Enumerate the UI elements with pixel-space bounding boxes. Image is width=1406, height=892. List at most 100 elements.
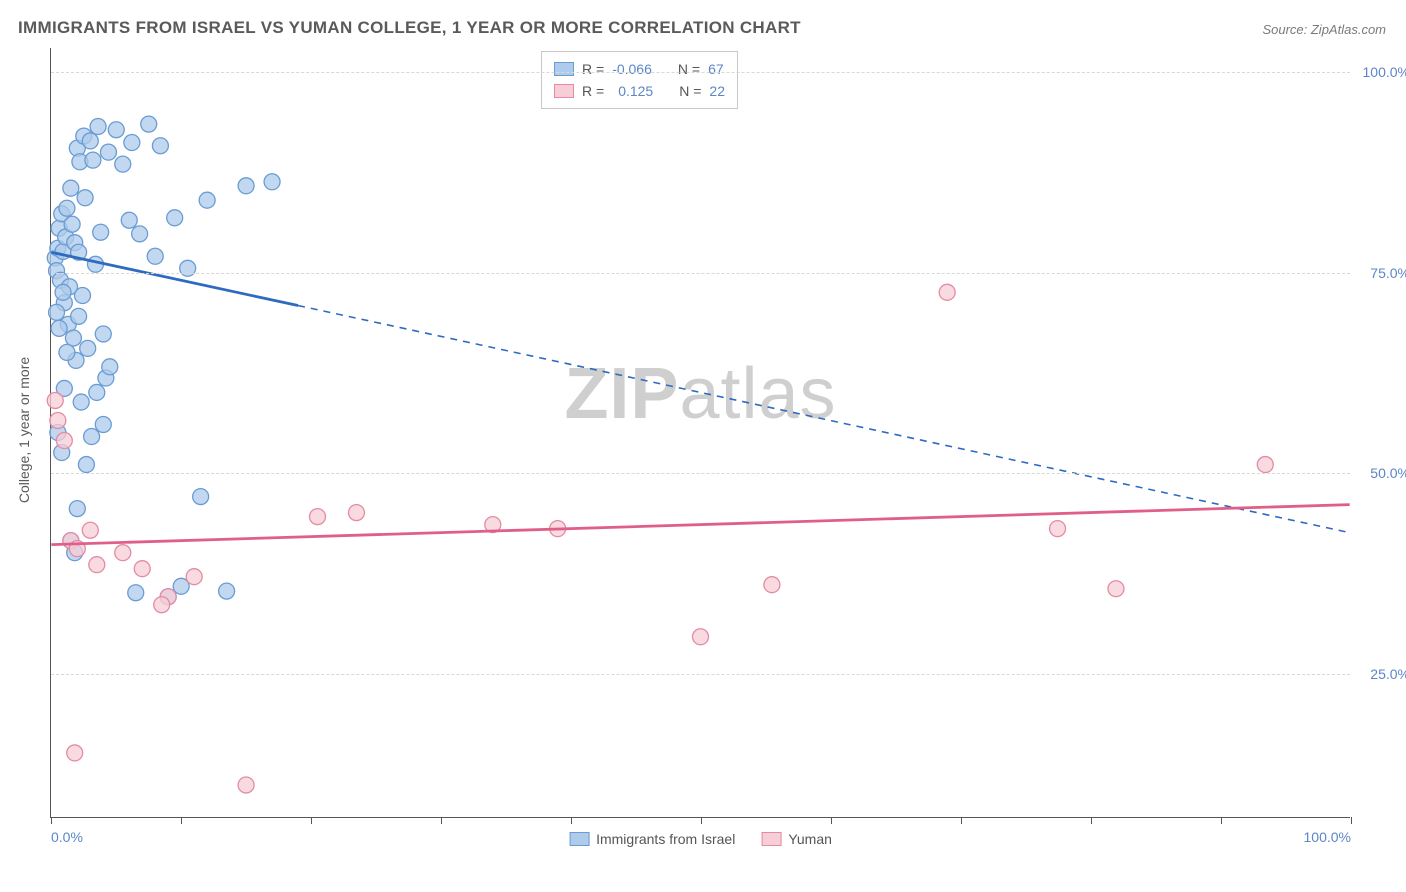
scatter-point [78,457,94,473]
scatter-point [59,200,75,216]
scatter-point [132,226,148,242]
x-tick [181,817,182,824]
stats-legend-row: R = -0.066 N = 67 [554,58,725,80]
scatter-point [1108,581,1124,597]
y-tick-label: 25.0% [1355,666,1406,682]
x-tick-label: 0.0% [51,829,83,845]
chart-title: IMMIGRANTS FROM ISRAEL VS YUMAN COLLEGE,… [18,18,801,38]
scatter-point [310,509,326,525]
n-label: N = [679,83,701,99]
x-tick [961,817,962,824]
x-tick [571,817,572,824]
n-value-1: 22 [709,83,725,99]
scatter-point [1050,521,1066,537]
y-axis-label: College, 1 year or more [16,357,32,503]
y-tick-label: 75.0% [1355,265,1406,281]
stats-legend: R = -0.066 N = 67 R = 0.125 N = 22 [541,51,738,109]
y-tick-label: 50.0% [1355,465,1406,481]
scatter-point [134,561,150,577]
gridline [51,473,1350,474]
swatch-series-0 [554,62,574,76]
scatter-point [93,224,109,240]
scatter-point [67,745,83,761]
scatter-point [69,501,85,517]
scatter-point [73,394,89,410]
scatter-point [102,359,118,375]
scatter-point [59,344,75,360]
x-tick-label: 100.0% [1304,829,1351,845]
x-tick [831,817,832,824]
swatch-series-1 [761,832,781,846]
trend-line-dashed [298,306,1350,533]
x-tick [441,817,442,824]
scatter-point [219,583,235,599]
x-tick [701,817,702,824]
scatter-point [115,156,131,172]
scatter-point [186,569,202,585]
series-legend-label: Immigrants from Israel [596,831,735,847]
scatter-point [124,135,140,151]
scatter-point [95,326,111,342]
scatter-point [147,248,163,264]
gridline [51,674,1350,675]
scatter-point [84,429,100,445]
series-legend-item: Immigrants from Israel [569,831,735,847]
x-tick [1221,817,1222,824]
scatter-point [199,192,215,208]
scatter-point [693,629,709,645]
r-label: R = [582,83,604,99]
gridline [51,273,1350,274]
n-label: N = [678,61,700,77]
x-tick [1351,817,1352,824]
scatter-point [47,392,63,408]
scatter-point [89,384,105,400]
scatter-point [55,284,71,300]
x-tick [311,817,312,824]
scatter-point [152,138,168,154]
scatter-point [90,119,106,135]
scatter-point [64,216,80,232]
gridline [51,72,1350,73]
scatter-point [348,505,364,521]
scatter-point [1257,457,1273,473]
series-legend-label: Yuman [788,831,832,847]
trend-line-solid [51,505,1349,545]
scatter-point [65,330,81,346]
scatter-point [108,122,124,138]
scatter-point [238,178,254,194]
swatch-series-1 [554,84,574,98]
scatter-point [121,212,137,228]
scatter-point [167,210,183,226]
scatter-point [180,260,196,276]
series-legend: Immigrants from Israel Yuman [569,831,832,847]
scatter-point [51,320,67,336]
chart-svg [51,48,1350,817]
y-tick-label: 100.0% [1355,64,1406,80]
scatter-point [49,304,65,320]
source-attribution: Source: ZipAtlas.com [1262,22,1386,37]
scatter-point [82,522,98,538]
scatter-point [100,144,116,160]
scatter-point [764,577,780,593]
scatter-point [77,190,93,206]
scatter-point [264,174,280,190]
scatter-point [115,545,131,561]
scatter-point [95,416,111,432]
scatter-point [154,597,170,613]
swatch-series-0 [569,832,589,846]
scatter-point [141,116,157,132]
scatter-point [50,412,66,428]
x-tick [1091,817,1092,824]
r-label: R = [582,61,604,77]
scatter-point [71,308,87,324]
scatter-point [63,180,79,196]
r-value-0: -0.066 [612,61,652,77]
scatter-point [193,489,209,505]
scatter-point [128,585,144,601]
scatter-point [939,284,955,300]
series-legend-item: Yuman [761,831,832,847]
scatter-point [238,777,254,793]
scatter-point [82,133,98,149]
scatter-point [56,433,72,449]
scatter-point [75,288,91,304]
